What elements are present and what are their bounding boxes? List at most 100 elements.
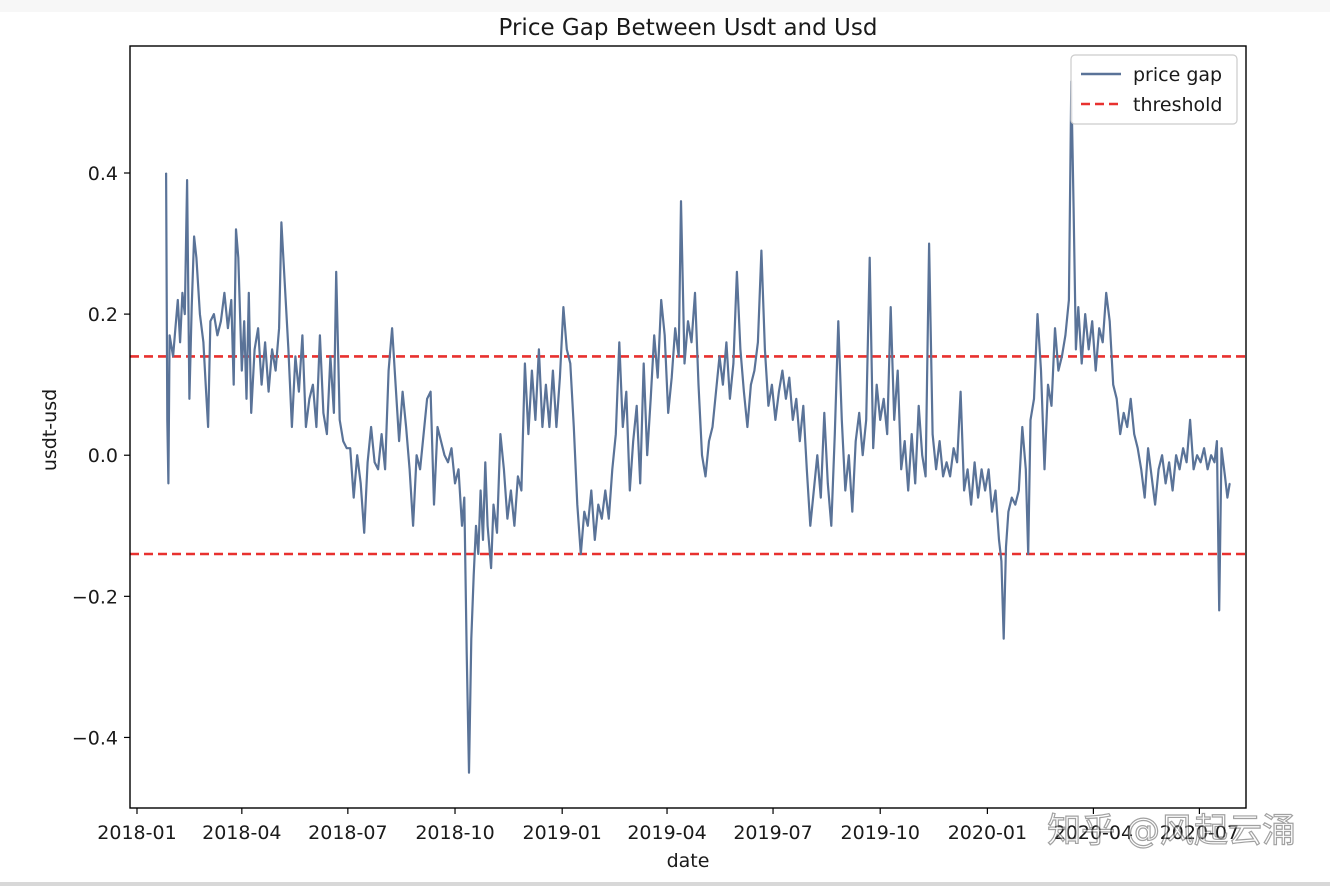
x-tick-label: 2018-01	[97, 822, 176, 844]
data-point	[956, 461, 958, 463]
data-point	[1025, 468, 1027, 470]
data-point	[298, 391, 300, 393]
data-point	[1210, 454, 1212, 456]
data-point	[398, 440, 400, 442]
data-point	[928, 243, 930, 245]
data-point	[1154, 504, 1156, 506]
data-point	[1130, 398, 1132, 400]
data-point	[457, 468, 460, 470]
data-point	[250, 412, 252, 414]
data-point	[771, 384, 773, 386]
data-point	[925, 475, 927, 477]
y-tick-label: 0.0	[88, 445, 118, 467]
data-point	[490, 567, 492, 569]
data-point	[949, 475, 951, 477]
data-point	[384, 468, 386, 470]
data-point	[643, 362, 645, 365]
data-point	[562, 306, 565, 308]
window-top-strip	[0, 0, 1330, 12]
data-point	[914, 482, 916, 484]
data-point	[169, 334, 171, 336]
data-point	[618, 341, 620, 343]
y-tick-label: 0.2	[88, 304, 118, 326]
data-point	[291, 426, 293, 428]
x-tick-label: 2019-01	[522, 822, 601, 844]
data-point	[911, 433, 913, 435]
data-point	[388, 370, 390, 372]
data-point	[188, 398, 190, 400]
data-point	[664, 334, 666, 336]
data-point	[918, 405, 920, 407]
data-point	[167, 482, 169, 484]
data-point	[517, 475, 519, 477]
data-point	[1203, 447, 1205, 449]
data-point	[981, 468, 983, 470]
data-point	[974, 461, 976, 463]
data-point	[767, 405, 770, 407]
data-point	[799, 440, 801, 442]
data-point	[1116, 398, 1118, 400]
data-point	[813, 489, 815, 492]
data-point	[729, 398, 731, 400]
data-point	[764, 348, 766, 350]
data-point	[1073, 207, 1075, 209]
data-point	[587, 525, 589, 527]
data-point	[370, 426, 372, 428]
data-point	[254, 348, 256, 350]
data-point	[988, 468, 990, 470]
data-point	[1158, 468, 1160, 470]
data-point	[711, 426, 714, 428]
data-point	[1161, 454, 1163, 456]
data-point	[461, 525, 463, 527]
legend-label-price-gap: price gap	[1133, 64, 1222, 86]
data-point	[216, 334, 218, 336]
data-point	[1189, 419, 1191, 421]
data-point	[739, 348, 742, 350]
data-point	[419, 468, 421, 470]
data-point	[450, 447, 453, 449]
data-point	[1029, 419, 1032, 421]
data-point	[179, 341, 181, 343]
data-point	[473, 574, 475, 576]
data-point	[704, 475, 707, 477]
data-point	[1226, 497, 1228, 499]
data-point	[1040, 370, 1042, 372]
data-point	[722, 384, 724, 386]
data-point	[353, 497, 355, 499]
data-point	[883, 398, 885, 400]
data-point	[785, 398, 787, 400]
data-point	[736, 271, 738, 273]
data-point	[333, 412, 335, 414]
x-tick-label: 2018-07	[308, 822, 387, 844]
data-point	[1000, 560, 1003, 562]
data-point	[855, 440, 857, 442]
data-point	[510, 489, 512, 492]
data-point	[690, 341, 693, 343]
data-point	[1021, 426, 1023, 428]
data-point	[580, 553, 582, 555]
data-point	[545, 384, 547, 386]
data-point	[1057, 370, 1059, 372]
data-point	[280, 221, 282, 223]
x-tick-label: 2020-01	[948, 822, 1027, 844]
data-point	[573, 426, 575, 428]
data-point	[237, 257, 239, 259]
data-point	[1186, 461, 1188, 463]
legend-label-threshold: threshold	[1133, 94, 1222, 116]
data-point	[312, 384, 314, 386]
data-point	[750, 384, 752, 386]
data-point	[278, 327, 280, 329]
data-point	[199, 313, 201, 315]
data-point	[339, 419, 341, 421]
data-point	[760, 250, 763, 252]
data-point	[597, 504, 599, 506]
data-point	[1218, 609, 1220, 612]
data-point	[1193, 468, 1195, 470]
data-point	[1050, 405, 1053, 407]
data-point	[757, 341, 759, 343]
data-point	[590, 489, 592, 492]
data-point	[697, 384, 700, 386]
data-point	[287, 348, 289, 350]
data-point	[851, 511, 853, 513]
data-point	[732, 362, 735, 365]
